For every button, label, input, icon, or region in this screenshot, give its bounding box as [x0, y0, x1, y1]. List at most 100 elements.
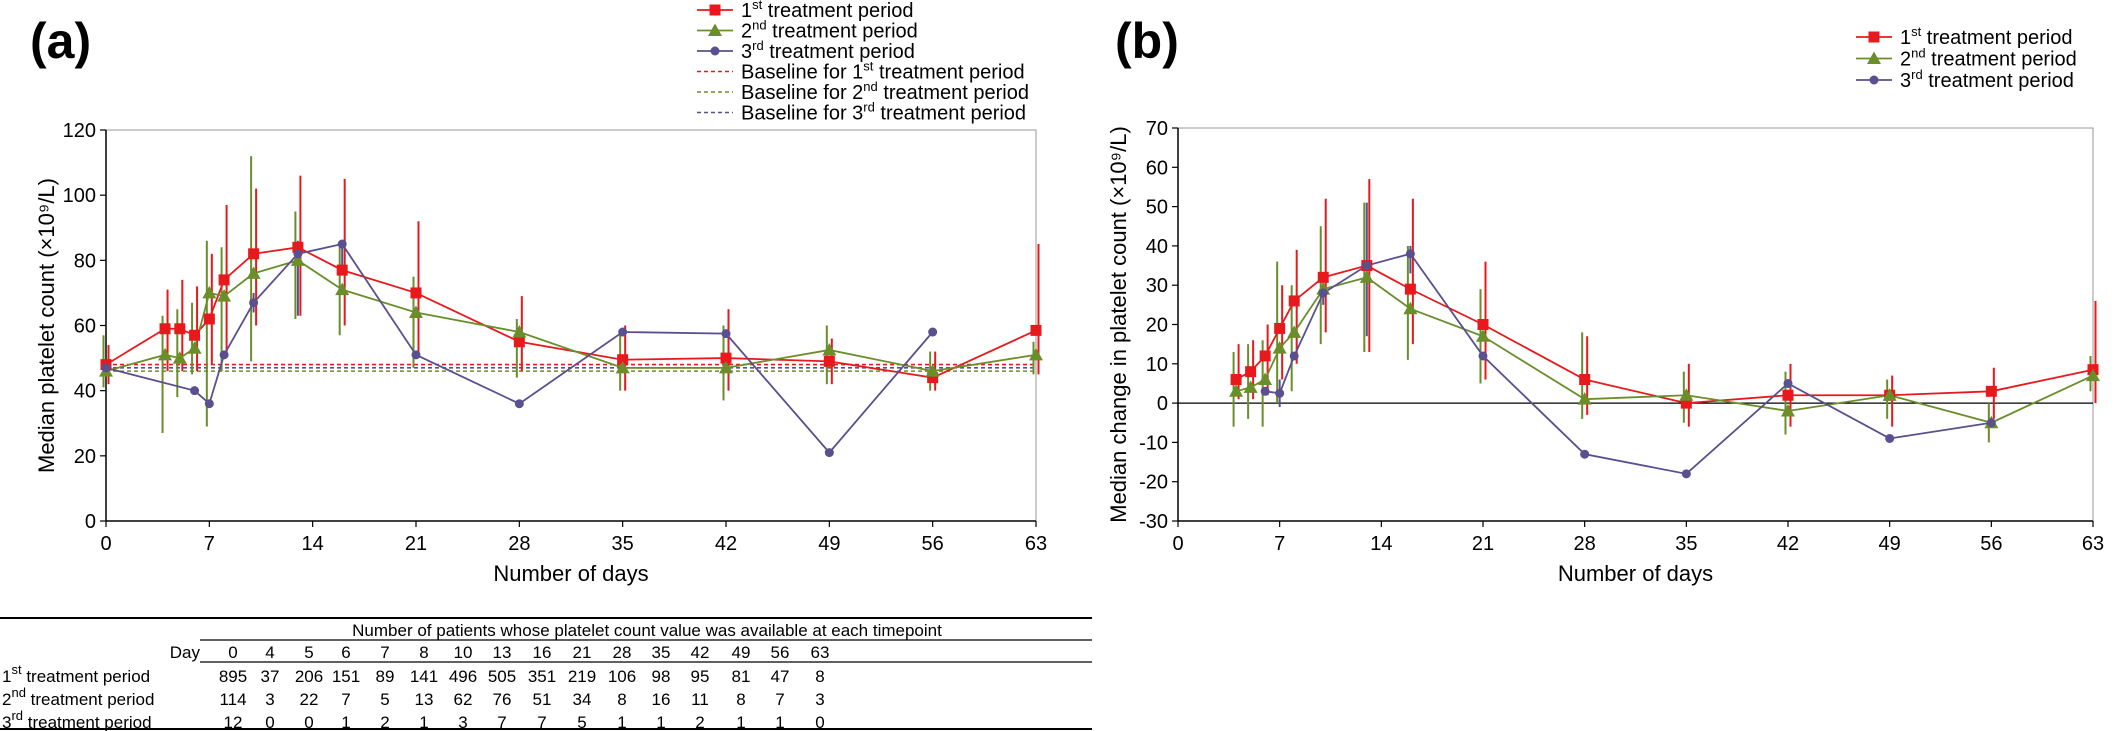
table-cell: 2: [695, 713, 704, 731]
panel-b-legend-label-text: treatment period: [1926, 49, 2077, 71]
panel-b-y-tick-label: 20: [1146, 315, 1168, 337]
table-day-header: 5: [304, 643, 313, 662]
panel-a-series-3-point: [514, 399, 524, 409]
table-cell: 95: [691, 667, 710, 686]
panel-a-series-3-point: [721, 329, 731, 339]
panel-a-legend-marker: [709, 4, 721, 16]
table-cell: 13: [415, 690, 434, 709]
table-day-header: 28: [613, 643, 632, 662]
panel-a-letter: (a): [30, 13, 91, 69]
panel-a-series-2-point: [409, 305, 423, 318]
panel-a-series-1-line: [105, 246, 1037, 379]
panel-b-series-2-point: [1243, 380, 1258, 393]
panel-a-series-2-point: [290, 253, 305, 266]
table-cell: 3: [458, 713, 467, 731]
panel-a-plot-frame: [105, 129, 1037, 522]
table-day-header: 10: [454, 643, 473, 662]
panel-b-x-axis-title: Number of days: [1558, 561, 1713, 586]
panel-a-legend-label-sup: rd: [863, 100, 875, 115]
panel-a-legend-label-sup: rd: [752, 38, 764, 53]
panel-a-legend-label-sup: nd: [752, 18, 766, 33]
panel-a-series-2-point: [822, 342, 837, 356]
panel-b-x-tick-label: 21: [1472, 533, 1494, 555]
panel-b-series-3-point: [1783, 378, 1793, 388]
table-cell: 114: [219, 690, 246, 709]
table-day-header: 13: [493, 643, 512, 662]
table-day-header: 35: [652, 643, 671, 662]
panel-a-x-tick-label: 0: [100, 533, 111, 555]
panel-a-series-3-point: [293, 249, 303, 259]
table-cell: 62: [454, 690, 473, 709]
panel-a-series-1-point: [927, 372, 939, 384]
panel-a-legend-label-text: treatment period: [764, 41, 915, 63]
table-cell: 0: [304, 713, 313, 731]
panel-a-series-2-point: [512, 325, 527, 338]
table-row-label-text: treatment period: [23, 713, 152, 731]
table-cell: 0: [265, 713, 274, 731]
panel-b-y-tick-label: -30: [1139, 511, 1168, 533]
table-cell: 89: [376, 667, 395, 686]
panel-a-series-3-point: [824, 448, 834, 458]
panel-b-y-tick-label: 40: [1146, 236, 1168, 258]
panel-b-series-2-point: [1359, 270, 1374, 283]
table-row-label-text: treatment period: [22, 667, 151, 686]
panel-b-series-3-point: [1275, 388, 1285, 398]
panel-b-series-2-point: [1781, 403, 1795, 417]
table-cell: 34: [573, 690, 592, 709]
table-cell: 496: [449, 667, 477, 686]
panel-b-y-tick-label: -10: [1139, 432, 1168, 454]
panel-b-legend-label-text: 2: [1900, 49, 1911, 71]
panel-a-series-1-point: [292, 241, 304, 253]
panel-b-x-tick-label: 35: [1675, 533, 1697, 555]
panel-b-y-tick-label: 30: [1146, 275, 1168, 297]
table-title: Number of patients whose platelet count …: [352, 621, 942, 640]
panel-a-legend-label-text: treatment period: [762, 0, 913, 22]
table-day-header: 21: [573, 643, 592, 662]
panel-a-series-3-point: [337, 239, 347, 249]
table-row-label-text: 1: [2, 667, 11, 686]
table-cell: 1: [341, 713, 350, 731]
table-day-header: 4: [265, 643, 274, 662]
panel-a-legend-marker: [710, 46, 720, 56]
table-cell: 12: [224, 713, 243, 731]
panel-a-series-1-point: [823, 355, 835, 367]
panel-b-series-2-point: [1679, 388, 1694, 401]
table-day-header: 63: [811, 643, 830, 662]
panel-b-series-1-point: [1230, 374, 1242, 386]
table-cell: 37: [261, 667, 280, 686]
table-row-label: 3rd treatment period: [2, 708, 152, 731]
panel-a-series-1-point: [1030, 324, 1042, 336]
panel-b-legend-marker: [1867, 51, 1881, 64]
panel-a-y-tick-label: 60: [74, 316, 96, 338]
panel-b-legend-marker: [1869, 75, 1879, 85]
panel-a-y-tick-label: 120: [63, 120, 96, 142]
table-cell: 151: [332, 667, 360, 686]
panel-a-series-3-point: [618, 327, 628, 337]
panel-b-series-2-point: [1882, 388, 1897, 401]
table-row-label-sup: st: [11, 662, 22, 677]
table-row-label-sup: nd: [11, 685, 25, 700]
panel-b-letter: (b): [1115, 13, 1179, 69]
panel-b-y-tick-label: 50: [1146, 197, 1168, 219]
table-cell: 81: [732, 667, 751, 686]
panel-a-legend-label-text: Baseline for 1: [741, 62, 863, 84]
panel-a-legend-label-text: treatment period: [878, 82, 1029, 104]
table-cell: 22: [300, 690, 319, 709]
panel-b-series-3-point: [1362, 261, 1372, 271]
table-cell: 1: [736, 713, 745, 731]
table-cell: 8: [815, 667, 824, 686]
panel-a-legend-label-text: Baseline for 2: [741, 82, 863, 104]
table-cell: 76: [493, 690, 512, 709]
panel-b-series-3-point: [1580, 449, 1590, 459]
panel-a-series-3-point: [411, 350, 421, 360]
panel-a-legend-label-text: treatment period: [767, 21, 918, 43]
panel-b-series-1-point: [1477, 319, 1489, 330]
panel-b-series-3-point: [1260, 386, 1270, 396]
panel-b-series-3-point: [1478, 351, 1488, 361]
table-day-header: 42: [691, 643, 710, 662]
panel-b-series-2-point: [1272, 341, 1287, 354]
table-cell: 5: [577, 713, 586, 731]
panel-a-series-1-point: [617, 354, 629, 366]
table-cell: 8: [736, 690, 745, 709]
